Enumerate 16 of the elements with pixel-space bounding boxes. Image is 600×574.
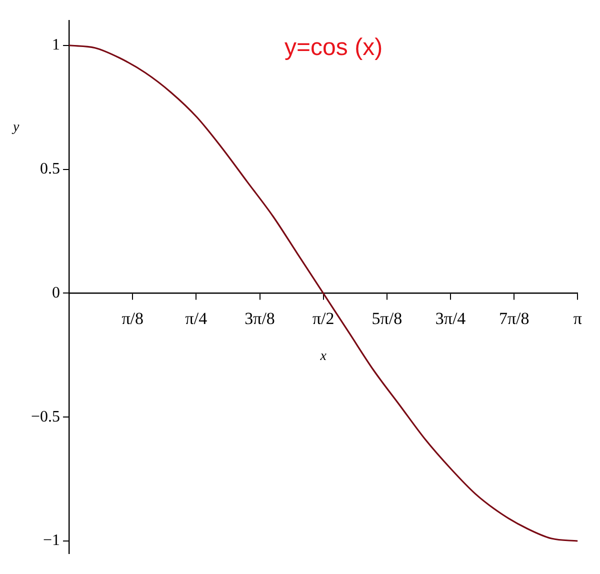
x-tick-label: π <box>573 308 582 328</box>
x-tick-label: 5π/8 <box>372 308 402 328</box>
y-tick-label: 0.5 <box>40 160 60 178</box>
x-axis-title: x <box>319 348 328 364</box>
x-tick-label: 7π/8 <box>498 308 530 328</box>
x-tick-label: 3π/4 <box>435 308 466 328</box>
y-tick-label: 0 <box>52 284 60 302</box>
x-tick-label: 3π/8 <box>244 308 275 328</box>
x-tick-label: π/4 <box>185 308 208 328</box>
y-tick-label: −1 <box>42 532 60 550</box>
y-tick-label: 1 <box>52 36 60 54</box>
x-tick-label: π/8 <box>122 308 144 328</box>
annotation: y=cos (x) <box>284 34 383 62</box>
y-axis-title: y <box>11 120 20 135</box>
y-tick-label: −0.5 <box>30 408 60 426</box>
x-tick-label: π/2 <box>312 308 334 328</box>
